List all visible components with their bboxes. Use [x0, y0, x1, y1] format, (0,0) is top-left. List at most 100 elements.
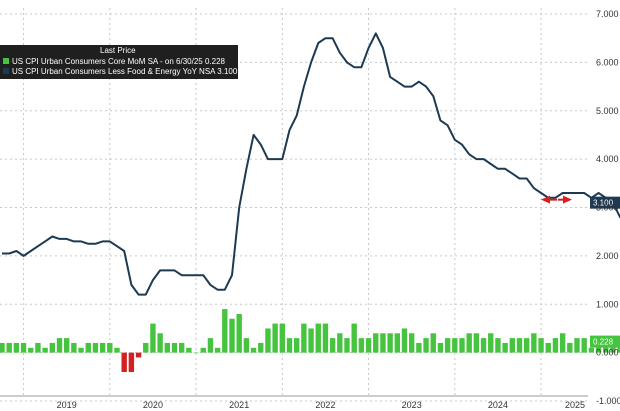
bar: [416, 342, 422, 353]
bar: [200, 347, 206, 353]
legend-swatch-bar: [3, 58, 9, 64]
bar: [214, 347, 221, 353]
bar: [265, 328, 271, 353]
y-tick-label: -1.000: [596, 396, 620, 406]
bar: [49, 342, 56, 353]
x-tick-label: 2022: [315, 400, 335, 410]
bar: [452, 338, 458, 353]
bar: [488, 333, 494, 353]
legend-background: [0, 45, 238, 79]
bar: [35, 342, 41, 353]
bar: [63, 338, 70, 353]
y-tick-label: 7.000: [596, 9, 619, 19]
legend-entry-line: US CPI Urban Consumers Less Food & Energ…: [12, 67, 238, 76]
bar: [56, 338, 63, 353]
x-tick-label: 2023: [402, 400, 422, 410]
bar: [99, 342, 106, 353]
bar: [78, 347, 84, 353]
bar: [0, 342, 5, 353]
bar: [85, 342, 91, 353]
bar: [437, 342, 444, 353]
bar: [380, 333, 386, 353]
bar: [473, 333, 480, 353]
last-value-tag-bg: [590, 335, 620, 348]
bar: [178, 342, 185, 353]
bar: [243, 338, 250, 353]
bar: [28, 347, 34, 353]
bar: [538, 338, 544, 353]
y-tick-label: 6.000: [596, 57, 619, 67]
y-tick-label: 4.000: [596, 154, 619, 164]
bar: [42, 347, 48, 353]
bar: [315, 323, 321, 353]
y-tick-label: 2.000: [596, 251, 619, 261]
x-tick-label: 2021: [229, 400, 249, 410]
bar: [186, 347, 192, 353]
bar: [545, 342, 551, 353]
bar: [430, 333, 436, 353]
bar: [365, 338, 372, 353]
bar: [164, 342, 171, 353]
bar: [250, 347, 257, 353]
bar: [423, 338, 429, 353]
bar: [279, 323, 286, 353]
bar: [444, 338, 451, 353]
bar-series-layer: [0, 309, 620, 372]
y-tick-label: 3.000: [596, 203, 619, 213]
left-arrow-icon: [541, 195, 550, 204]
x-tick-label: 2025: [565, 400, 585, 410]
bar: [387, 333, 393, 353]
bar: [308, 328, 314, 353]
axis-layer: 7.000 6.000 5.000 4.000 3.000 2.000 1.000 0.000…: [0, 9, 620, 410]
bar: [588, 347, 595, 353]
annotation-layer: 3.100 0.228: [541, 195, 620, 348]
bar: [92, 342, 99, 353]
legend-title: Last Price: [100, 46, 136, 55]
bar: [344, 338, 350, 353]
bar: [222, 309, 228, 353]
bar: [552, 338, 559, 353]
bar: [71, 342, 77, 353]
bar: [401, 328, 408, 353]
bar: [337, 333, 343, 353]
bar: [13, 342, 20, 353]
bar: [135, 352, 142, 358]
bar: [322, 323, 329, 353]
bar: [272, 323, 278, 353]
bar: [408, 333, 415, 353]
last-value-tag-bg: [590, 196, 620, 209]
bar: [171, 342, 178, 353]
bar: [107, 342, 113, 353]
bar: [523, 338, 530, 353]
bar: [329, 338, 336, 353]
bar: [20, 342, 27, 353]
x-tick-label: 2024: [488, 400, 508, 410]
right-arrow-icon: [563, 195, 572, 204]
legend-swatch-line: [3, 68, 9, 74]
bar: [143, 342, 149, 353]
bar: [150, 323, 156, 353]
bar: [301, 323, 307, 353]
bar: [128, 352, 135, 372]
legend: Last Price US CPI Urban Consumers Core M…: [0, 45, 238, 79]
bar: [157, 333, 163, 353]
bar: [207, 338, 214, 353]
bar: [567, 342, 573, 353]
bar: [114, 347, 120, 353]
last-value-tag-text: 0.228: [593, 338, 614, 347]
bar: [358, 338, 365, 353]
y-tick-label: 1.000: [596, 299, 619, 309]
x-tick-label: 2020: [143, 400, 163, 410]
bar: [509, 338, 516, 353]
bar: [581, 338, 587, 353]
bar: [574, 338, 580, 353]
x-tick-label: 2019: [57, 400, 77, 410]
bar: [559, 333, 566, 353]
bar: [459, 338, 465, 353]
bar: [236, 313, 242, 353]
y-tick-label: 5.000: [596, 106, 619, 116]
bar: [595, 342, 602, 353]
bar: [373, 333, 379, 353]
bar: [258, 342, 264, 353]
